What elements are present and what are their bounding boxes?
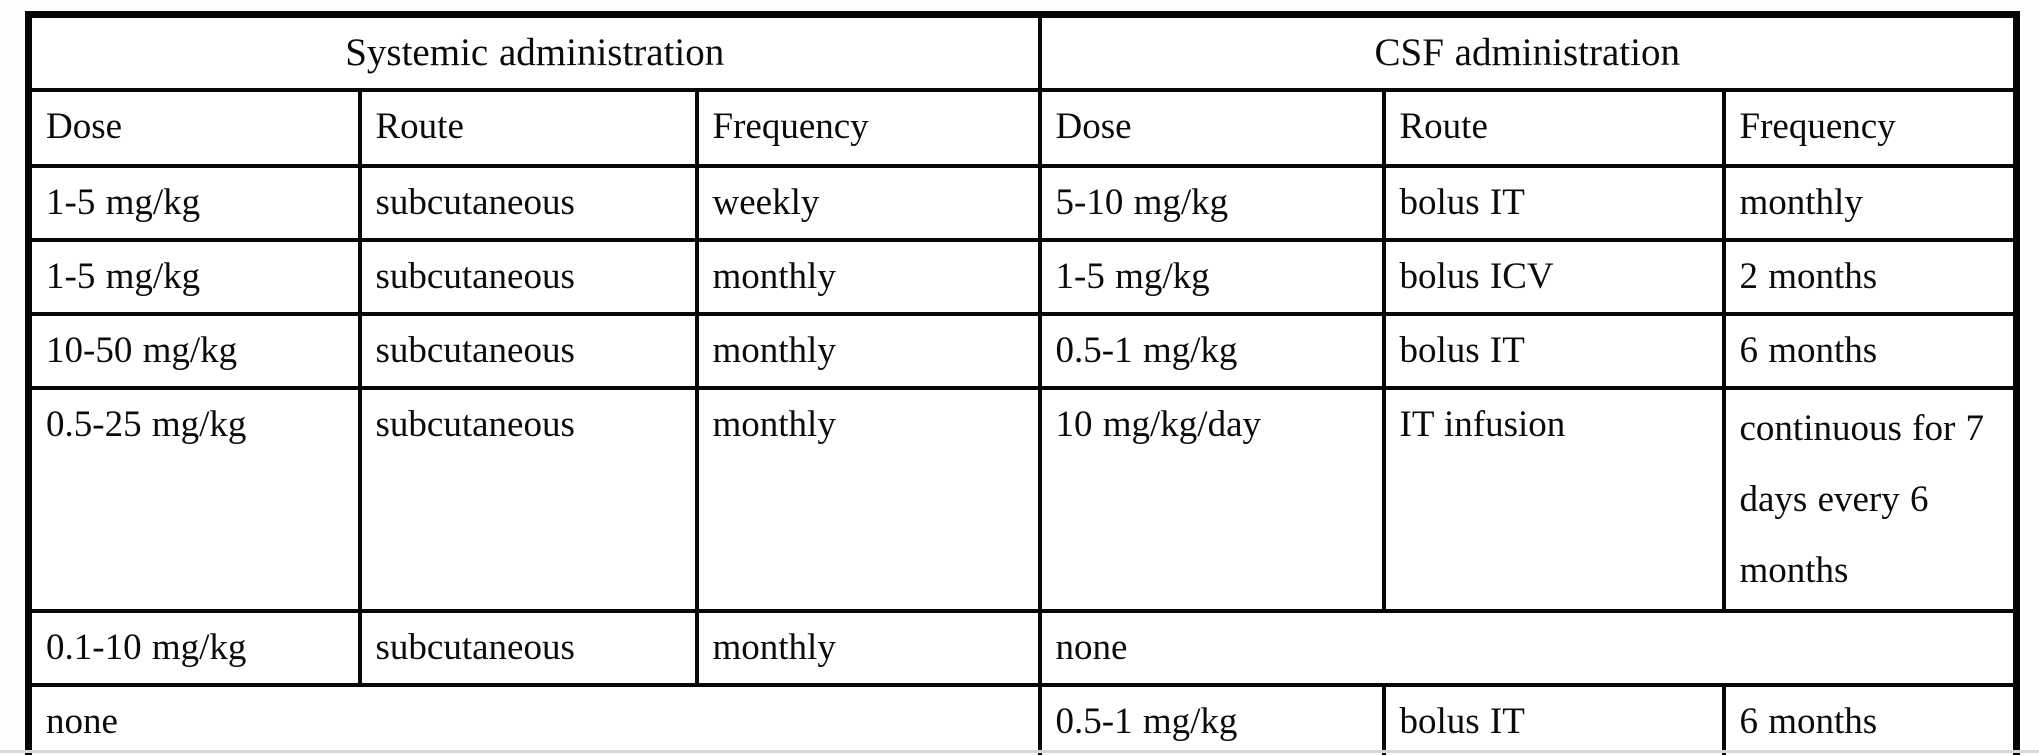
dosing-table: Systemic administration CSF administrati… <box>25 11 2020 755</box>
cell-csf-dose: 0.5-1 mg/kg <box>1037 312 1386 390</box>
column-header-systemic-frequency: Frequency <box>694 88 1042 168</box>
cell-csf-dose: 1-5 mg/kg <box>1037 238 1386 316</box>
scan-artifact-line <box>0 750 2039 753</box>
cell-csf-frequency: 2 months <box>1721 238 2019 316</box>
cell-csf-dose: 5-10 mg/kg <box>1037 164 1386 242</box>
cell-systemic-frequency: monthly <box>694 609 1042 687</box>
table-row: none 0.5-1 mg/kg bolus IT 6 months <box>26 683 2019 755</box>
cell-systemic-dose: 1-5 mg/kg <box>26 164 362 242</box>
cell-csf-route: bolus ICV <box>1381 238 1726 316</box>
cell-systemic-frequency: monthly <box>694 238 1042 316</box>
column-header-systemic-route: Route <box>357 88 699 168</box>
cell-csf-dose: 0.5-1 mg/kg <box>1037 683 1386 755</box>
table-row: 1-5 mg/kg subcutaneous weekly 5-10 mg/kg… <box>26 164 2019 242</box>
column-header-csf-dose: Dose <box>1037 88 1386 168</box>
cell-csf-route: bolus IT <box>1381 164 1726 242</box>
cell-csf-none-merged: none <box>1037 609 2019 687</box>
cell-systemic-route: subcutaneous <box>357 164 699 242</box>
cell-systemic-frequency: weekly <box>694 164 1042 242</box>
cell-csf-frequency: continuous for 7 days every 6 months <box>1721 386 2019 613</box>
cell-csf-frequency: 6 months <box>1721 312 2019 390</box>
cell-systemic-dose: 0.1-10 mg/kg <box>26 609 362 687</box>
cell-systemic-frequency: monthly <box>694 312 1042 390</box>
cell-csf-route: IT infusion <box>1381 386 1726 613</box>
section-header-row: Systemic administration CSF administrati… <box>26 12 2019 92</box>
cell-systemic-none-merged: none <box>26 683 1042 755</box>
table-row: 0.1-10 mg/kg subcutaneous monthly none <box>26 609 2019 687</box>
table-row: 1-5 mg/kg subcutaneous monthly 1-5 mg/kg… <box>26 238 2019 316</box>
cell-csf-frequency: 6 months <box>1721 683 2019 755</box>
cell-systemic-route: subcutaneous <box>357 312 699 390</box>
cell-csf-route: bolus IT <box>1381 312 1726 390</box>
column-header-csf-route: Route <box>1381 88 1726 168</box>
column-header-csf-frequency: Frequency <box>1721 88 2019 168</box>
column-header-row: Dose Route Frequency Dose Route Frequenc… <box>26 88 2019 168</box>
table-row: 10-50 mg/kg subcutaneous monthly 0.5-1 m… <box>26 312 2019 390</box>
cell-csf-frequency: monthly <box>1721 164 2019 242</box>
cell-systemic-dose: 10-50 mg/kg <box>26 312 362 390</box>
cell-csf-route: bolus IT <box>1381 683 1726 755</box>
cell-systemic-frequency: monthly <box>694 386 1042 613</box>
cell-systemic-route: subcutaneous <box>357 609 699 687</box>
table-row: 0.5-25 mg/kg subcutaneous monthly 10 mg/… <box>26 386 2019 613</box>
cell-systemic-dose: 0.5-25 mg/kg <box>26 386 362 613</box>
column-header-systemic-dose: Dose <box>26 88 362 168</box>
cell-systemic-dose: 1-5 mg/kg <box>26 238 362 316</box>
section-header-systemic: Systemic administration <box>26 12 1042 92</box>
cell-systemic-route: subcutaneous <box>357 238 699 316</box>
cell-csf-dose: 10 mg/kg/day <box>1037 386 1386 613</box>
cell-systemic-route: subcutaneous <box>357 386 699 613</box>
section-header-csf: CSF administration <box>1037 12 2019 92</box>
